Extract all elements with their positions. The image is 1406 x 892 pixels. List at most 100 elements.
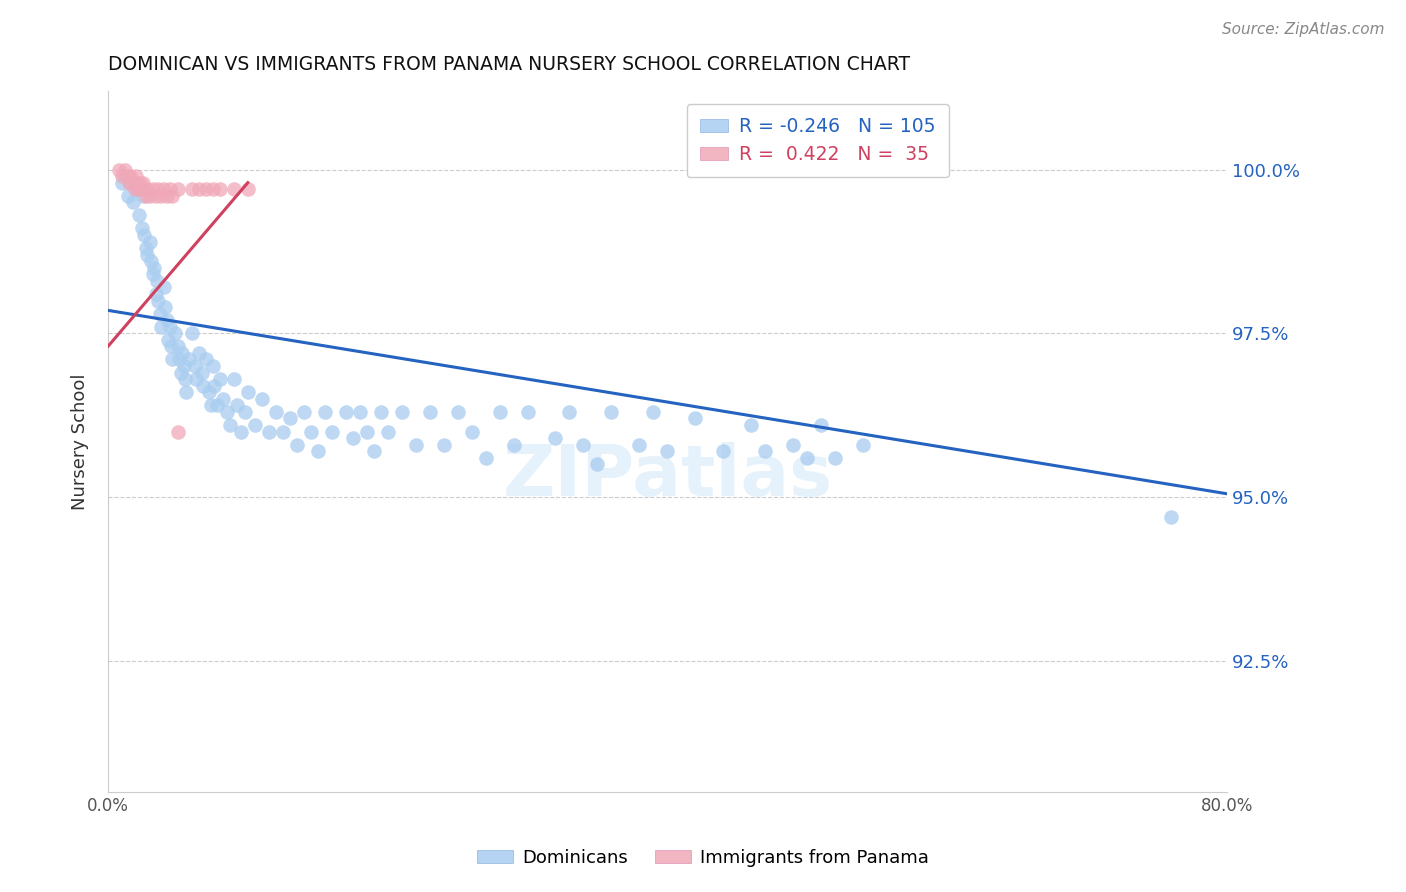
Point — [167, 339, 190, 353]
Point — [150, 188, 173, 202]
Text: DOMINICAN VS IMMIGRANTS FROM PANAMA NURSERY SCHOOL CORRELATION CHART: DOMINICAN VS IMMIGRANTS FROM PANAMA NURS… — [108, 55, 910, 74]
Point — [190, 366, 212, 380]
Point — [153, 280, 176, 294]
Point — [208, 372, 231, 386]
Point — [215, 405, 238, 419]
Point — [292, 405, 315, 419]
Point — [810, 417, 832, 432]
Point — [685, 411, 707, 425]
Point — [128, 182, 150, 196]
Text: ZIPatlas: ZIPatlas — [502, 442, 832, 511]
Point — [146, 274, 169, 288]
Point — [187, 346, 209, 360]
Point — [145, 188, 167, 202]
Point — [142, 182, 165, 196]
Point — [142, 268, 165, 282]
Point — [307, 444, 329, 458]
Point — [132, 176, 155, 190]
Point — [852, 437, 875, 451]
Point — [135, 241, 157, 255]
Point — [516, 405, 538, 419]
Point — [176, 385, 198, 400]
Point — [628, 437, 651, 451]
Legend: Dominicans, Immigrants from Panama: Dominicans, Immigrants from Panama — [470, 842, 936, 874]
Point — [125, 182, 148, 196]
Point — [141, 254, 163, 268]
Point — [149, 307, 172, 321]
Point — [173, 359, 195, 373]
Point — [117, 169, 139, 183]
Point — [167, 182, 190, 196]
Point — [131, 221, 153, 235]
Point — [172, 346, 194, 360]
Point — [139, 188, 162, 202]
Point — [120, 169, 142, 183]
Point — [285, 437, 308, 451]
Point — [157, 333, 180, 347]
Point — [824, 450, 846, 465]
Point — [136, 182, 159, 196]
Point — [114, 162, 136, 177]
Point — [572, 437, 595, 451]
Point — [201, 359, 224, 373]
Point — [502, 437, 524, 451]
Point — [342, 431, 364, 445]
Point — [586, 457, 609, 471]
Point — [236, 385, 259, 400]
Point — [321, 425, 343, 439]
Point — [202, 378, 225, 392]
Point — [229, 425, 252, 439]
Point — [148, 293, 170, 308]
Text: Source: ZipAtlas.com: Source: ZipAtlas.com — [1222, 22, 1385, 37]
Point — [1160, 509, 1182, 524]
Point — [128, 208, 150, 222]
Point — [155, 300, 177, 314]
Point — [544, 431, 567, 445]
Point — [131, 182, 153, 196]
Point — [135, 188, 157, 202]
Point — [711, 444, 734, 458]
Point — [132, 188, 155, 202]
Point — [558, 405, 581, 419]
Point — [153, 182, 176, 196]
Point — [162, 188, 184, 202]
Point — [299, 425, 322, 439]
Point — [370, 405, 392, 419]
Point — [236, 182, 259, 196]
Point — [643, 405, 665, 419]
Point — [257, 425, 280, 439]
Point — [405, 437, 427, 451]
Point — [657, 444, 679, 458]
Point — [205, 398, 228, 412]
Point — [754, 444, 776, 458]
Point — [264, 405, 287, 419]
Point — [134, 228, 156, 243]
Legend: R = -0.246   N = 105, R =  0.422   N =  35: R = -0.246 N = 105, R = 0.422 N = 35 — [686, 103, 949, 178]
Point — [278, 411, 301, 425]
Point — [136, 248, 159, 262]
Point — [122, 176, 145, 190]
Point — [194, 182, 217, 196]
Point — [169, 352, 191, 367]
Point — [271, 425, 294, 439]
Point — [108, 162, 131, 177]
Point — [243, 417, 266, 432]
Point — [124, 182, 146, 196]
Point — [180, 182, 202, 196]
Point — [233, 405, 256, 419]
Point — [143, 260, 166, 275]
Point — [335, 405, 357, 419]
Y-axis label: Nursery School: Nursery School — [72, 373, 89, 509]
Point — [250, 392, 273, 406]
Point — [419, 405, 441, 419]
Point — [314, 405, 336, 419]
Point — [118, 176, 141, 190]
Point — [150, 319, 173, 334]
Point — [600, 405, 623, 419]
Point — [125, 169, 148, 183]
Point — [225, 398, 247, 412]
Point — [165, 326, 187, 341]
Point — [139, 235, 162, 249]
Point — [200, 398, 222, 412]
Point — [111, 169, 134, 183]
